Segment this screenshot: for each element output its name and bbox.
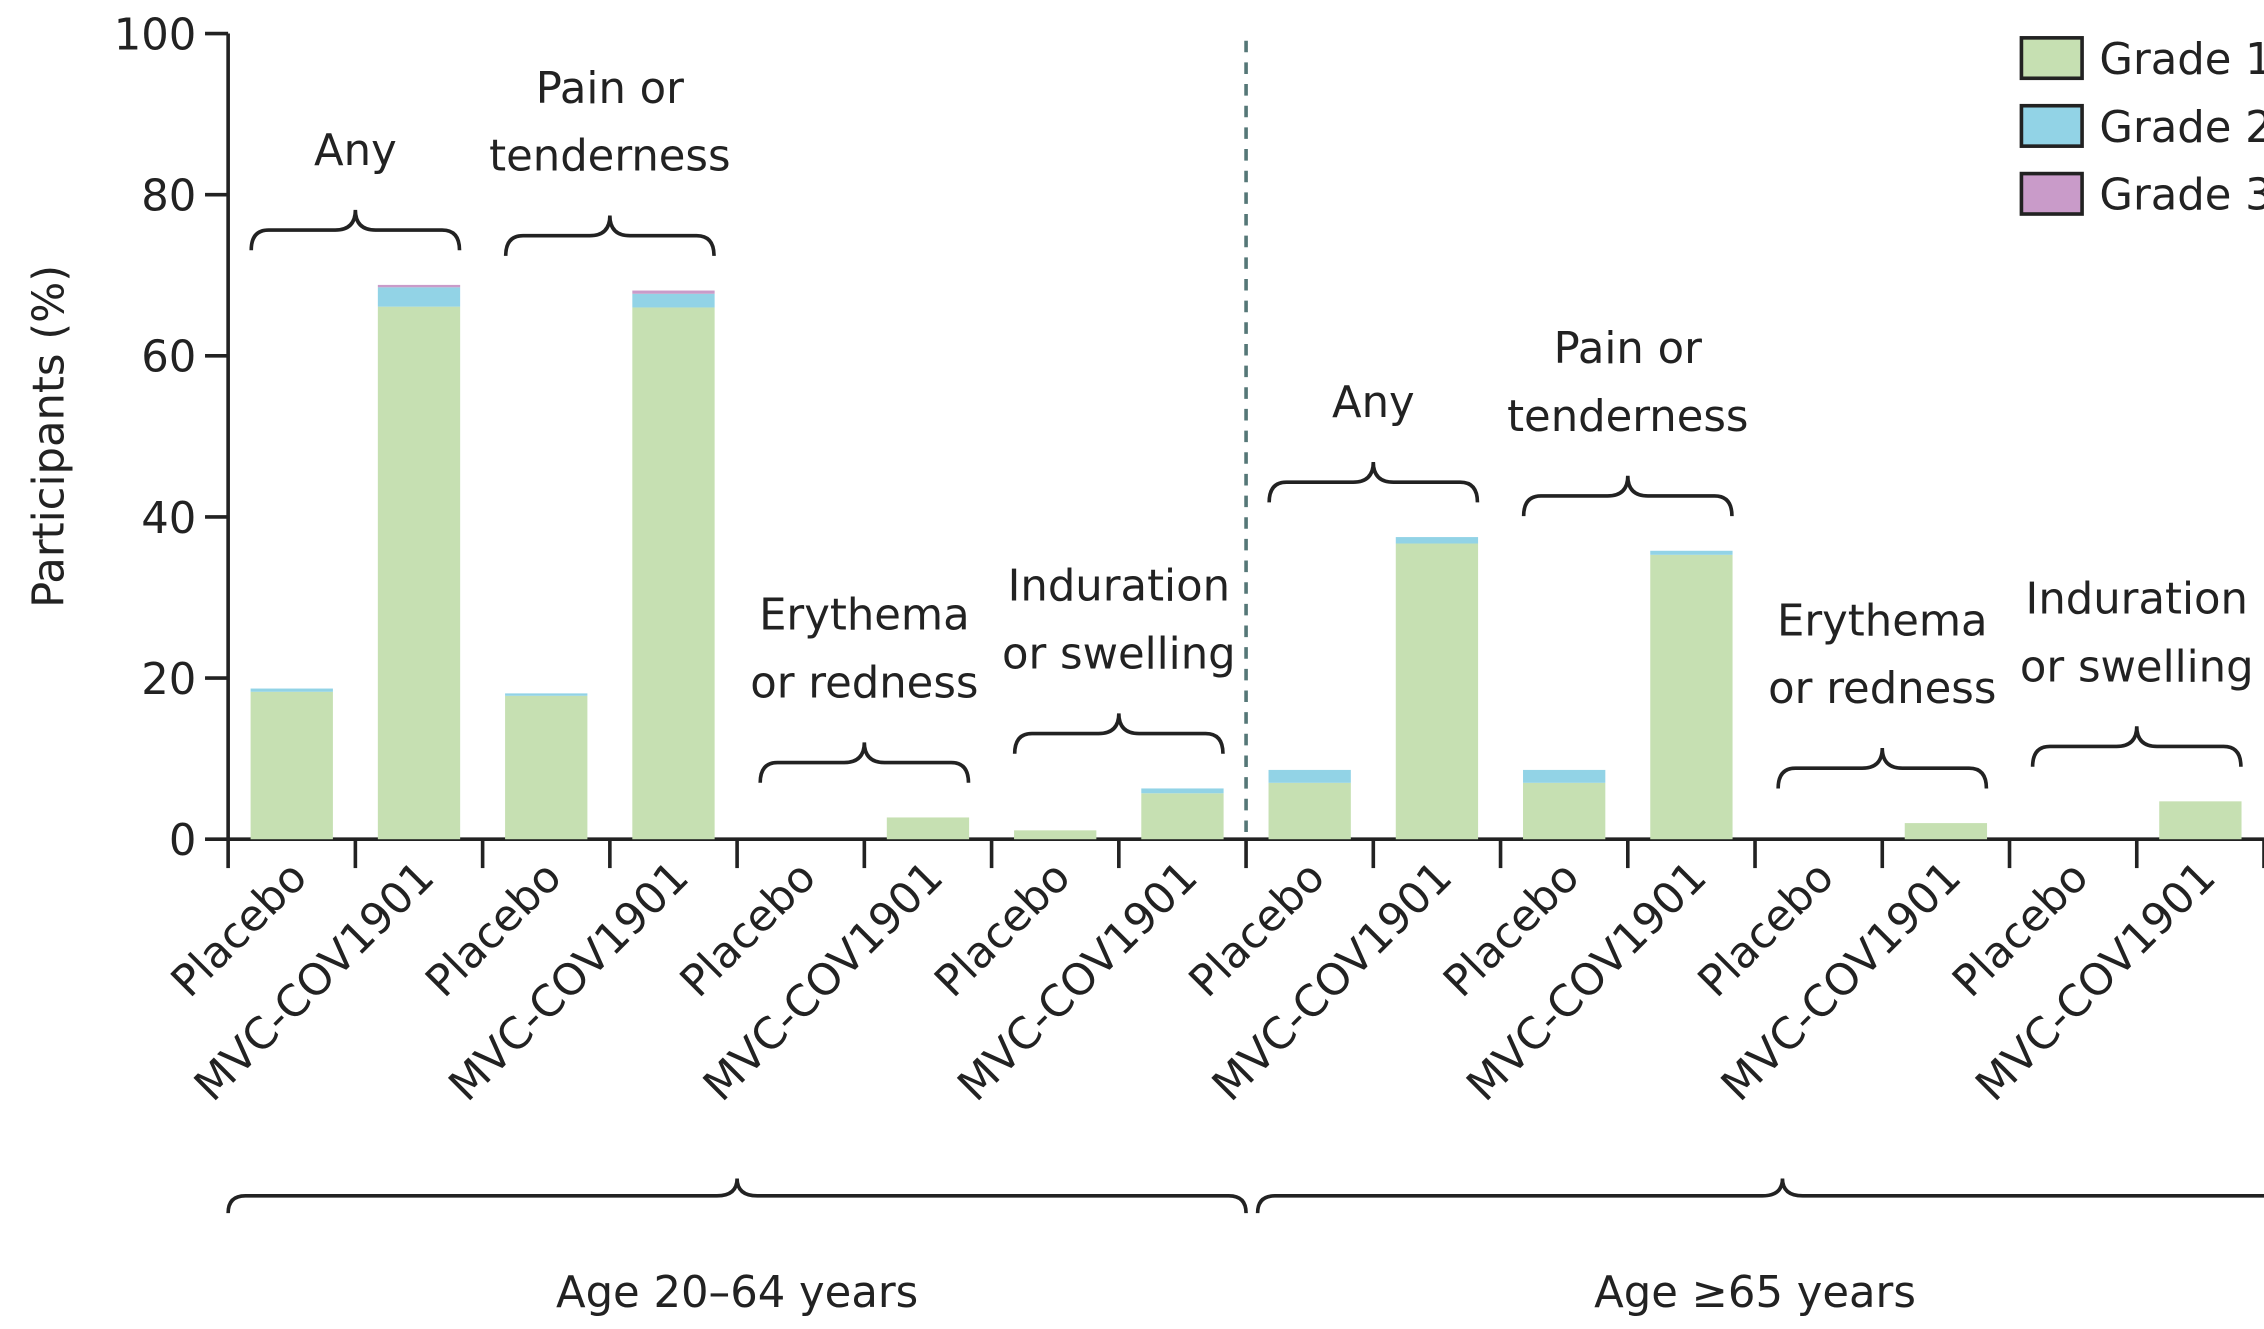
group-brace [1776, 747, 1989, 789]
group-label: or redness [750, 659, 978, 709]
y-axis-label: Participants (%) [25, 265, 75, 608]
bar-segment [1268, 769, 1351, 783]
bar-segment [1523, 782, 1606, 840]
bar-segment [632, 290, 715, 294]
bar-segment [377, 287, 461, 307]
legend-label: Grade 2 [2099, 103, 2264, 153]
bar-segment [1650, 550, 1733, 555]
legend-swatch [2019, 36, 2084, 81]
x-tick-label: MVC-COV1901 [949, 852, 1208, 1111]
group-label: Any [1332, 378, 1415, 428]
bar-segment [250, 691, 333, 840]
bar-segment [377, 284, 461, 288]
bar-segment [250, 688, 333, 692]
group-label: or swelling [1002, 630, 1236, 680]
group-brace [503, 215, 716, 256]
group-brace [249, 209, 462, 251]
bar-segment [2159, 801, 2242, 840]
age-label: Age 20–64 years [556, 1268, 918, 1318]
bar-segment [1523, 769, 1606, 783]
x-tick-label: MVC-COV1901 [185, 852, 444, 1111]
group-label: Pain or [1554, 324, 1702, 374]
x-tick-label: MVC-COV1901 [1712, 852, 1971, 1111]
y-tick-label: 40 [141, 494, 196, 544]
bar-segment [886, 817, 970, 840]
bar-segment [1395, 543, 1479, 840]
x-tick-label: MVC-COV1901 [440, 852, 699, 1111]
y-tick-label: 100 [114, 10, 197, 60]
legend-swatch [2019, 171, 2084, 216]
legend-label: Grade 1 [2099, 35, 2264, 85]
group-label: tenderness [1507, 392, 1748, 442]
bar-segment [505, 693, 588, 696]
group-label: or redness [1768, 664, 1996, 714]
group-label: tenderness [489, 132, 730, 182]
group-label: or swelling [2020, 643, 2254, 693]
y-tick-label: 0 [169, 816, 197, 866]
x-tick-label: MVC-COV1901 [1203, 852, 1462, 1111]
group-label: Pain or [536, 64, 684, 114]
bar-segment [1395, 537, 1479, 544]
age-brace [226, 1178, 1248, 1214]
x-tick-label: MVC-COV1901 [1458, 852, 1717, 1111]
bar-segment [505, 695, 588, 840]
x-tick-label: MVC-COV1901 [1967, 852, 2226, 1111]
y-tick-label: 20 [141, 655, 196, 705]
bar-segment [1014, 830, 1097, 840]
group-label: Induration [1008, 562, 1230, 612]
y-tick-label: 80 [141, 172, 196, 222]
bar-segment [1650, 554, 1733, 840]
x-tick-label: MVC-COV1901 [694, 852, 953, 1111]
bar-segment [1268, 782, 1351, 840]
group-label: Erythema [759, 591, 970, 641]
bar-segment [632, 293, 715, 308]
legend-swatch [2019, 103, 2084, 148]
bar-segment [1141, 793, 1224, 840]
bar-segment [632, 307, 715, 840]
group-brace [758, 742, 971, 783]
group-label: Erythema [1777, 596, 1988, 646]
group-label: Any [314, 126, 397, 176]
group-brace [2030, 726, 2243, 767]
group-brace [1521, 475, 1734, 517]
bar-segment [377, 306, 461, 840]
group-brace [1267, 461, 1480, 503]
legend-label: Grade 3 [2099, 171, 2264, 221]
bar-segment [1141, 788, 1224, 794]
bar-segment [1904, 823, 1988, 840]
age-brace [1255, 1178, 2264, 1214]
group-label: Induration [2026, 575, 2248, 625]
y-tick-label: 60 [141, 333, 196, 383]
age-label: Age ≥65 years [1594, 1268, 1916, 1318]
group-brace [1012, 713, 1225, 754]
